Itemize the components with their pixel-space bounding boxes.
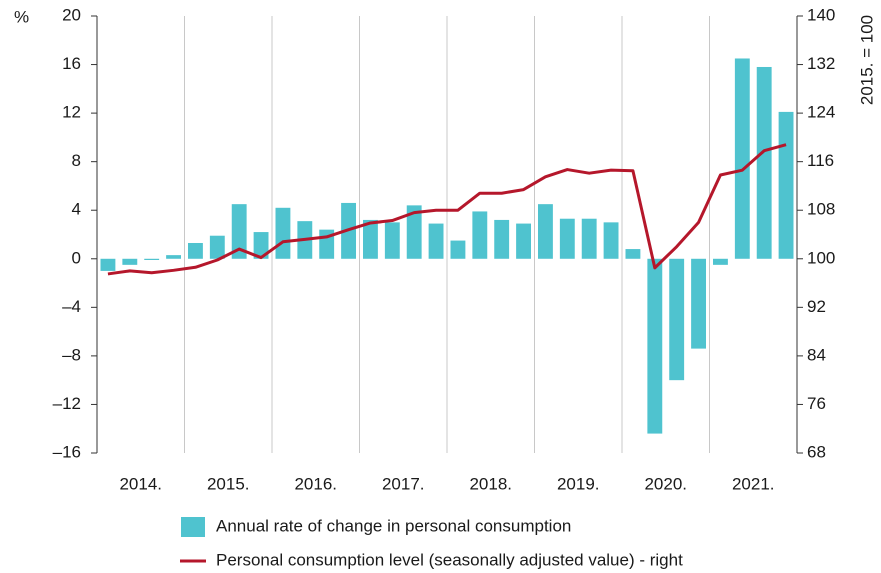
y2-unit-label: 2015. = 100 [857,15,876,105]
bar [734,58,750,259]
x-tick-label: 2021. [732,474,775,493]
y-tick-label: 20 [62,5,81,24]
bar [625,249,641,259]
x-tick-label: 2020. [644,474,687,493]
bar [209,235,225,259]
y-tick-label: –12 [53,394,81,413]
x-tick-label: 2019. [557,474,600,493]
y-tick-label: 16 [62,54,81,73]
y2-tick-label: 108 [807,200,835,219]
y2-tick-label: 124 [807,103,835,122]
x-tick-label: 2016. [294,474,337,493]
x-tick-label: 2017. [382,474,425,493]
bar [144,258,160,260]
bar [428,223,444,259]
bar [275,207,291,259]
bar [581,218,597,259]
y-tick-label: –8 [62,345,81,364]
legend-label: Personal consumption level (seasonally a… [216,550,683,569]
y2-tick-label: 84 [807,345,826,364]
bar [406,205,422,259]
y-tick-label: –4 [62,297,81,316]
y-tick-label: –16 [53,442,81,461]
x-tick-label: 2015. [207,474,250,493]
legend-swatch [181,517,205,537]
bar [691,258,706,349]
y2-tick-label: 100 [807,248,835,267]
y2-tick-label: 68 [807,442,826,461]
bar [253,232,269,259]
bar [559,218,575,259]
bar [494,219,510,259]
bar [756,66,772,259]
y-tick-label: 12 [62,103,81,122]
y2-tick-label: 140 [807,5,835,24]
y-tick-label: 0 [72,248,81,267]
legend-label: Annual rate of change in personal consum… [216,516,571,535]
y2-tick-label: 132 [807,54,835,73]
bar [472,211,488,259]
y2-tick-label: 116 [807,151,834,170]
bar [778,111,794,259]
bar [231,204,247,259]
bar [603,222,619,259]
y-tick-label: 8 [72,151,81,170]
y2-tick-label: 92 [807,297,826,316]
bar [166,255,181,259]
bar [122,258,138,265]
bar [188,242,203,259]
y-unit-label: % [14,7,29,26]
bar [669,258,685,381]
y2-tick-label: 76 [807,394,826,413]
x-tick-label: 2014. [119,474,162,493]
bar [100,258,116,271]
bar [538,204,553,259]
bar [363,219,378,259]
bar [647,258,663,434]
x-tick-label: 2018. [469,474,512,493]
bar [713,258,728,265]
line [107,143,787,276]
bar [384,222,400,259]
bar [516,223,531,259]
bar [450,240,466,259]
y-tick-label: 4 [72,200,81,219]
